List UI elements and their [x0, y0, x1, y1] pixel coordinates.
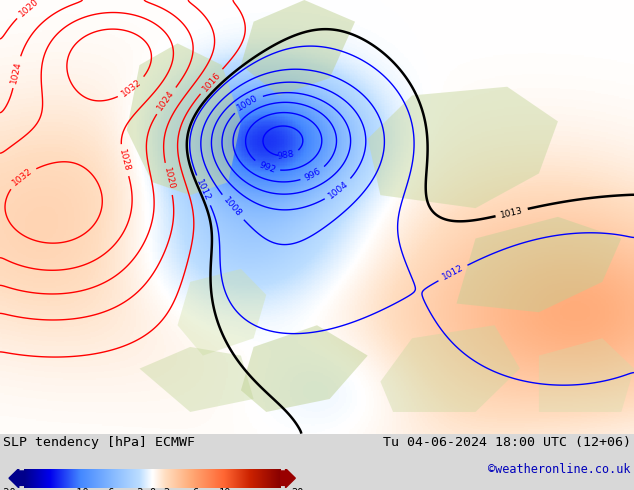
- Text: -6: -6: [102, 489, 115, 490]
- Text: 20: 20: [292, 489, 304, 490]
- Polygon shape: [139, 347, 254, 412]
- Text: 1008: 1008: [222, 196, 243, 219]
- Text: SLP tendency [hPa] ECMWF: SLP tendency [hPa] ECMWF: [3, 437, 195, 449]
- Text: -10: -10: [70, 489, 89, 490]
- Text: 1013: 1013: [500, 206, 524, 220]
- Text: 1004: 1004: [327, 179, 350, 200]
- Text: -2: -2: [131, 489, 144, 490]
- Text: 6: 6: [193, 489, 199, 490]
- FancyArrow shape: [280, 468, 295, 488]
- Text: 1032: 1032: [11, 167, 34, 188]
- Polygon shape: [368, 87, 558, 208]
- Text: ©weatheronline.co.uk: ©weatheronline.co.uk: [488, 463, 631, 476]
- FancyArrow shape: [9, 468, 24, 488]
- Polygon shape: [241, 0, 355, 96]
- Text: 1032: 1032: [120, 77, 144, 98]
- Text: 1000: 1000: [236, 94, 260, 113]
- Text: 992: 992: [257, 160, 276, 174]
- Text: Tu 04-06-2024 18:00 UTC (12+06): Tu 04-06-2024 18:00 UTC (12+06): [383, 437, 631, 449]
- Polygon shape: [539, 338, 634, 412]
- Polygon shape: [456, 217, 621, 312]
- Text: 10: 10: [219, 489, 231, 490]
- Text: 2: 2: [164, 489, 170, 490]
- Text: 1024: 1024: [10, 60, 23, 84]
- Polygon shape: [380, 325, 520, 412]
- Text: 1012: 1012: [441, 264, 465, 282]
- Text: 1020: 1020: [162, 167, 176, 191]
- Text: -20: -20: [0, 489, 16, 490]
- Text: 1020: 1020: [18, 0, 41, 18]
- Polygon shape: [127, 44, 241, 195]
- Text: 0: 0: [149, 489, 155, 490]
- Polygon shape: [178, 269, 266, 356]
- Text: 1012: 1012: [195, 178, 212, 203]
- Text: 1028: 1028: [117, 148, 131, 172]
- Text: 996: 996: [303, 167, 323, 183]
- Text: 988: 988: [277, 150, 295, 161]
- Text: 1024: 1024: [156, 89, 176, 113]
- Text: 1016: 1016: [200, 70, 223, 93]
- Polygon shape: [241, 325, 368, 412]
